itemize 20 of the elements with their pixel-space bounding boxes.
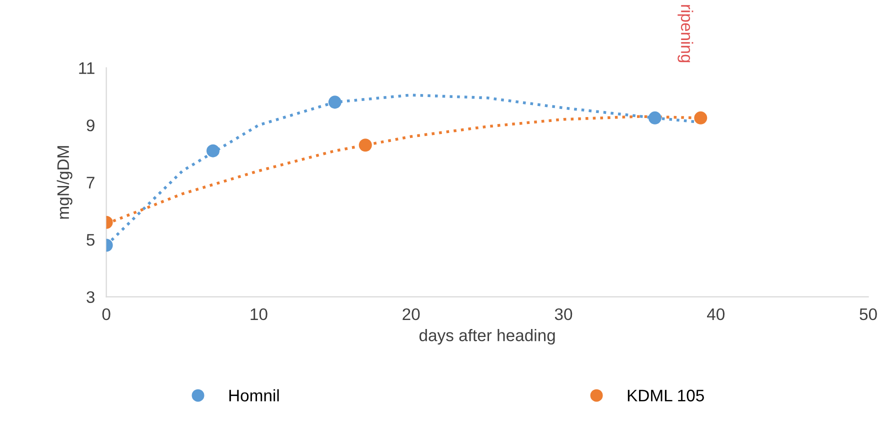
x-tick-label: 40 [707,308,725,320]
y-tick-label: 5 [86,234,95,246]
point [358,138,372,152]
legend-label: Homnil [229,389,279,402]
y-axis-title: mgN/gDM [56,146,72,219]
y-tick-label: 9 [86,119,94,132]
text: ripening [678,5,694,62]
x-tick-label: 50 [860,308,877,320]
point [328,96,342,109]
point [694,111,708,124]
x-tick-label: 10 [250,308,268,320]
y-tick-label: 7 [86,176,94,188]
x-tick-label: 20 [402,308,420,320]
x-tick-label: 30 [554,308,572,320]
x-axis-title: days after heading [419,329,555,345]
point [648,111,662,124]
y-tick-label: 11 [79,62,94,74]
legend-label: KDML 105 [628,390,704,402]
y-tick-label: 3 [86,291,94,304]
x-tick-label: 0 [102,308,110,320]
